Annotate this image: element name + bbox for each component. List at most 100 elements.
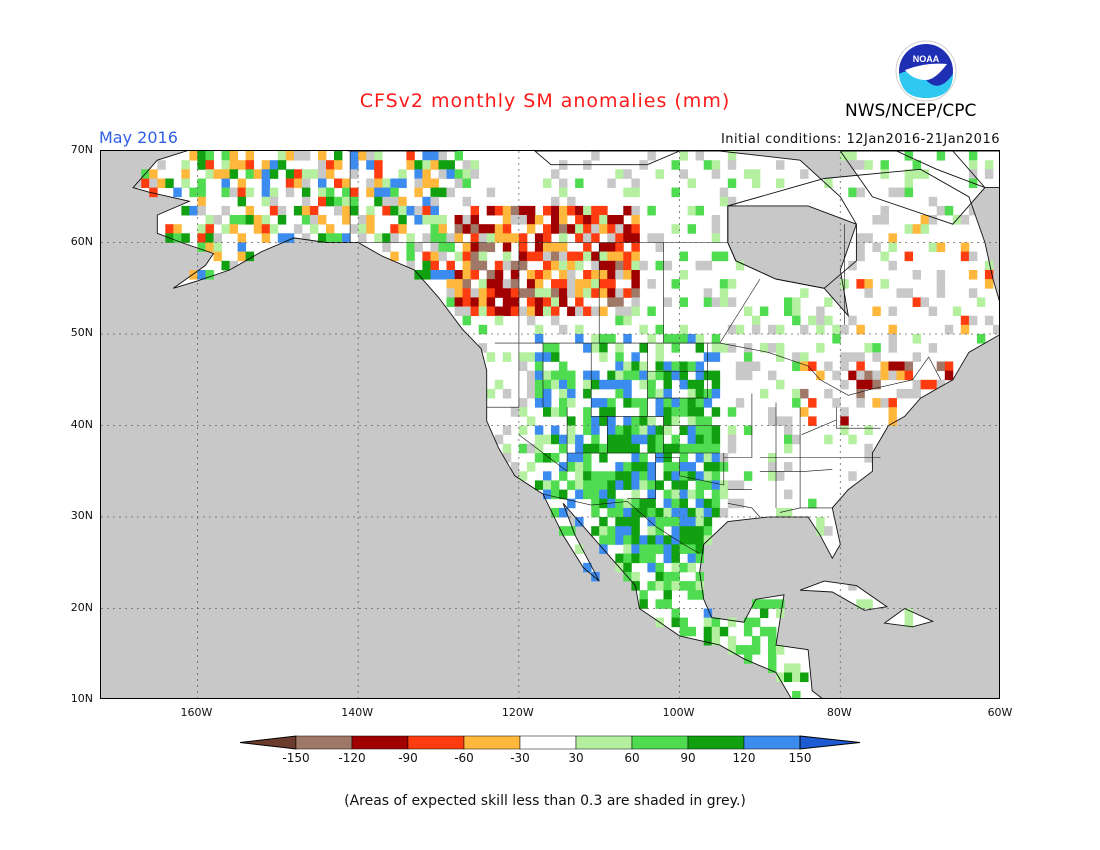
anomaly-cell [880, 169, 889, 179]
anomaly-cell [518, 251, 528, 262]
anomaly-cell [687, 535, 697, 545]
anomaly-cell [840, 361, 849, 372]
anomaly-cell [575, 279, 584, 289]
anomaly-cell [679, 334, 689, 344]
anomaly-cell [478, 297, 488, 307]
anomaly-cell [543, 178, 552, 189]
anomaly-cell [559, 324, 568, 335]
anomaly-cell [816, 370, 825, 381]
anomaly-cell [326, 233, 335, 243]
anomaly-cell [494, 233, 504, 243]
anomaly-cell [583, 343, 592, 353]
anomaly-cell [679, 361, 689, 372]
anomaly-cell [671, 480, 680, 490]
anomaly-cell [438, 251, 447, 262]
anomaly-cell [575, 288, 584, 298]
anomaly-cell [237, 215, 247, 225]
anomaly-cell [647, 498, 656, 509]
anomaly-cell [920, 297, 930, 307]
anomaly-cell [526, 462, 536, 472]
anomaly-cell [157, 178, 166, 189]
anomaly-cell [840, 379, 849, 390]
anomaly-cell [784, 663, 793, 673]
anomaly-cell [623, 535, 632, 545]
anomaly-cell [711, 169, 721, 179]
anomaly-cell [165, 178, 174, 189]
anomaly-cell [583, 480, 592, 490]
anomaly-cell [904, 288, 914, 298]
anomaly-cell [583, 242, 592, 253]
anomaly-cell [888, 361, 897, 372]
anomaly-cell [856, 361, 865, 372]
anomaly-cell [743, 361, 753, 372]
anomaly-cell [526, 315, 536, 326]
anomaly-cell [864, 443, 873, 454]
anomaly-cell [711, 215, 721, 225]
anomaly-cell [567, 498, 576, 509]
anomaly-cell [173, 233, 182, 243]
legend-swatch [295, 735, 353, 750]
logo-text: NOAA [913, 54, 940, 64]
anomaly-cell [607, 507, 616, 518]
anomaly-cell [719, 297, 729, 307]
coastlines [132, 151, 999, 698]
anomaly-cell [470, 224, 480, 234]
anomaly-cell [623, 224, 632, 234]
anomaly-cell [165, 224, 174, 234]
anomaly-cell [928, 379, 938, 390]
anomaly-cell [679, 517, 689, 527]
anomaly-cell [591, 370, 600, 381]
anomaly-cell [816, 315, 825, 326]
anomaly-cell [639, 407, 648, 417]
anomaly-cell [615, 242, 624, 253]
anomaly-cell [277, 160, 287, 170]
anomaly-cell [711, 507, 721, 518]
anomaly-cell [800, 388, 809, 399]
anomaly-cell [615, 471, 624, 481]
anomaly-cell [711, 489, 721, 500]
anomaly-cell [912, 352, 922, 362]
anomaly-cell [591, 343, 600, 353]
anomaly-cell [366, 205, 375, 216]
anomaly-cell [792, 398, 801, 408]
anomaly-cell [671, 489, 680, 500]
anomaly-cell [567, 388, 576, 399]
anomaly-cell [583, 562, 592, 573]
anomaly-cell [671, 434, 680, 445]
anomaly-cell [390, 233, 399, 243]
anomaly-cell [671, 517, 680, 527]
anomaly-cell [534, 398, 544, 408]
anomaly-cell [575, 434, 584, 445]
anomaly-cell [647, 535, 656, 545]
political-boundary [801, 419, 837, 435]
anomaly-cell [301, 233, 311, 243]
anomaly-cell [792, 663, 801, 673]
legend-label: 150 [788, 751, 812, 765]
lon-label: 160W [180, 706, 213, 719]
anomaly-cell [904, 608, 914, 619]
anomaly-cell [856, 233, 865, 243]
anomaly-cell [358, 233, 367, 243]
anomaly-cell [245, 251, 255, 262]
anomaly-cell [711, 434, 721, 445]
anomaly-cell [567, 306, 576, 317]
anomaly-cell [816, 526, 825, 536]
anomaly-cell [631, 425, 640, 436]
anomaly-cell [591, 270, 600, 280]
anomaly-cell [414, 160, 423, 170]
anomaly-cell [583, 306, 592, 317]
anomaly-cell [711, 626, 721, 637]
anomaly-cell [559, 434, 568, 445]
anomaly-cell [639, 480, 648, 490]
anomaly-cell [486, 279, 496, 289]
anomaly-cell [277, 205, 287, 216]
anomaly-cell [711, 160, 721, 170]
anomaly-cell [502, 205, 512, 216]
anomaly-cell [510, 297, 520, 307]
anomaly-cell [647, 425, 656, 436]
anomaly-cell [928, 215, 938, 225]
anomaly-cell [896, 361, 905, 372]
anomaly-cell [615, 361, 624, 372]
anomaly-cell [623, 480, 632, 490]
anomaly-cell [776, 471, 785, 481]
